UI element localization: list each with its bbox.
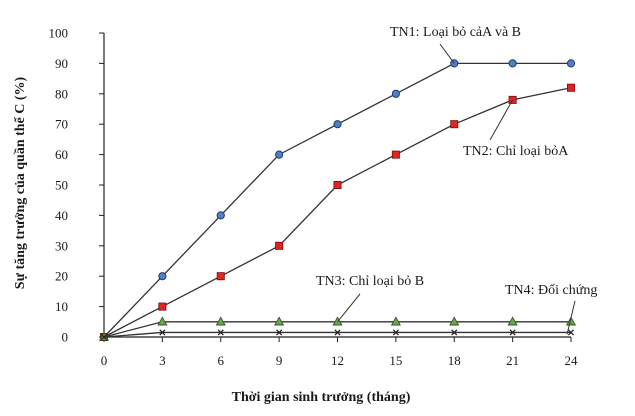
- data-point: [334, 329, 341, 336]
- data-point: [391, 150, 400, 159]
- data-point: [275, 150, 284, 159]
- data-point: [451, 329, 458, 336]
- x-tick-label: 9: [276, 353, 283, 368]
- data-point: [509, 329, 516, 336]
- data-point: [567, 83, 576, 92]
- y-tick-label: 90: [55, 56, 68, 71]
- data-point: [159, 329, 166, 336]
- x-tick-label: 3: [159, 353, 166, 368]
- y-tick-label: 30: [55, 238, 68, 253]
- data-point: [565, 316, 577, 326]
- data-point: [276, 329, 283, 336]
- data-point: [158, 272, 167, 281]
- y-tick-label: 40: [55, 208, 68, 223]
- series-label-leader: [439, 43, 455, 64]
- x-tick-label: 18: [448, 353, 461, 368]
- data-point: [390, 316, 401, 326]
- x-axis-title: Thời gian sinh trưởng (tháng): [232, 390, 411, 405]
- y-tick-label: 100: [49, 26, 69, 41]
- data-point: [158, 302, 167, 311]
- data-point: [567, 329, 575, 336]
- data-point: [216, 211, 225, 220]
- x-tick-label: 0: [101, 353, 108, 368]
- series-label: TN2: Chỉ loại bỏA: [463, 144, 569, 159]
- data-point: [100, 333, 108, 341]
- y-tick-label: 70: [55, 117, 68, 132]
- data-point: [449, 316, 460, 326]
- data-point: [392, 329, 399, 336]
- y-axis-title: Sự tăng trưởng của quần thể C (%): [13, 76, 28, 289]
- y-tick-label: 20: [55, 269, 68, 284]
- y-tick-label: 10: [55, 299, 68, 314]
- series-label-leader: [566, 300, 576, 335]
- x-tick-label: 24: [565, 353, 579, 368]
- x-tick-label: 15: [389, 353, 402, 368]
- x-tick-label: 21: [506, 353, 519, 368]
- y-tick-label: 0: [62, 330, 69, 345]
- data-point: [391, 89, 400, 98]
- series-label: TN4: Đối chứng: [505, 283, 597, 298]
- data-point: [274, 316, 285, 326]
- data-point: [157, 316, 168, 326]
- series-label: TN3: Chỉ loại bỏ B: [316, 274, 424, 289]
- data-point: [275, 241, 284, 250]
- series-label: TN1: Loại bỏ cảA và B: [390, 25, 521, 40]
- data-point: [217, 329, 224, 336]
- data-point: [215, 316, 226, 326]
- x-tick-label: 6: [218, 353, 225, 368]
- data-point: [508, 59, 517, 68]
- series-label-leader: [489, 99, 514, 141]
- data-point: [507, 316, 518, 326]
- data-point: [216, 272, 225, 281]
- data-point: [333, 120, 342, 129]
- data-point: [333, 180, 342, 189]
- data-point: [450, 120, 459, 129]
- data-point: [566, 59, 576, 68]
- series-label-leader: [337, 293, 361, 323]
- y-tick-label: 80: [55, 86, 68, 101]
- y-tick-label: 60: [55, 147, 68, 162]
- y-tick-label: 50: [55, 178, 68, 193]
- x-tick-label: 12: [331, 353, 344, 368]
